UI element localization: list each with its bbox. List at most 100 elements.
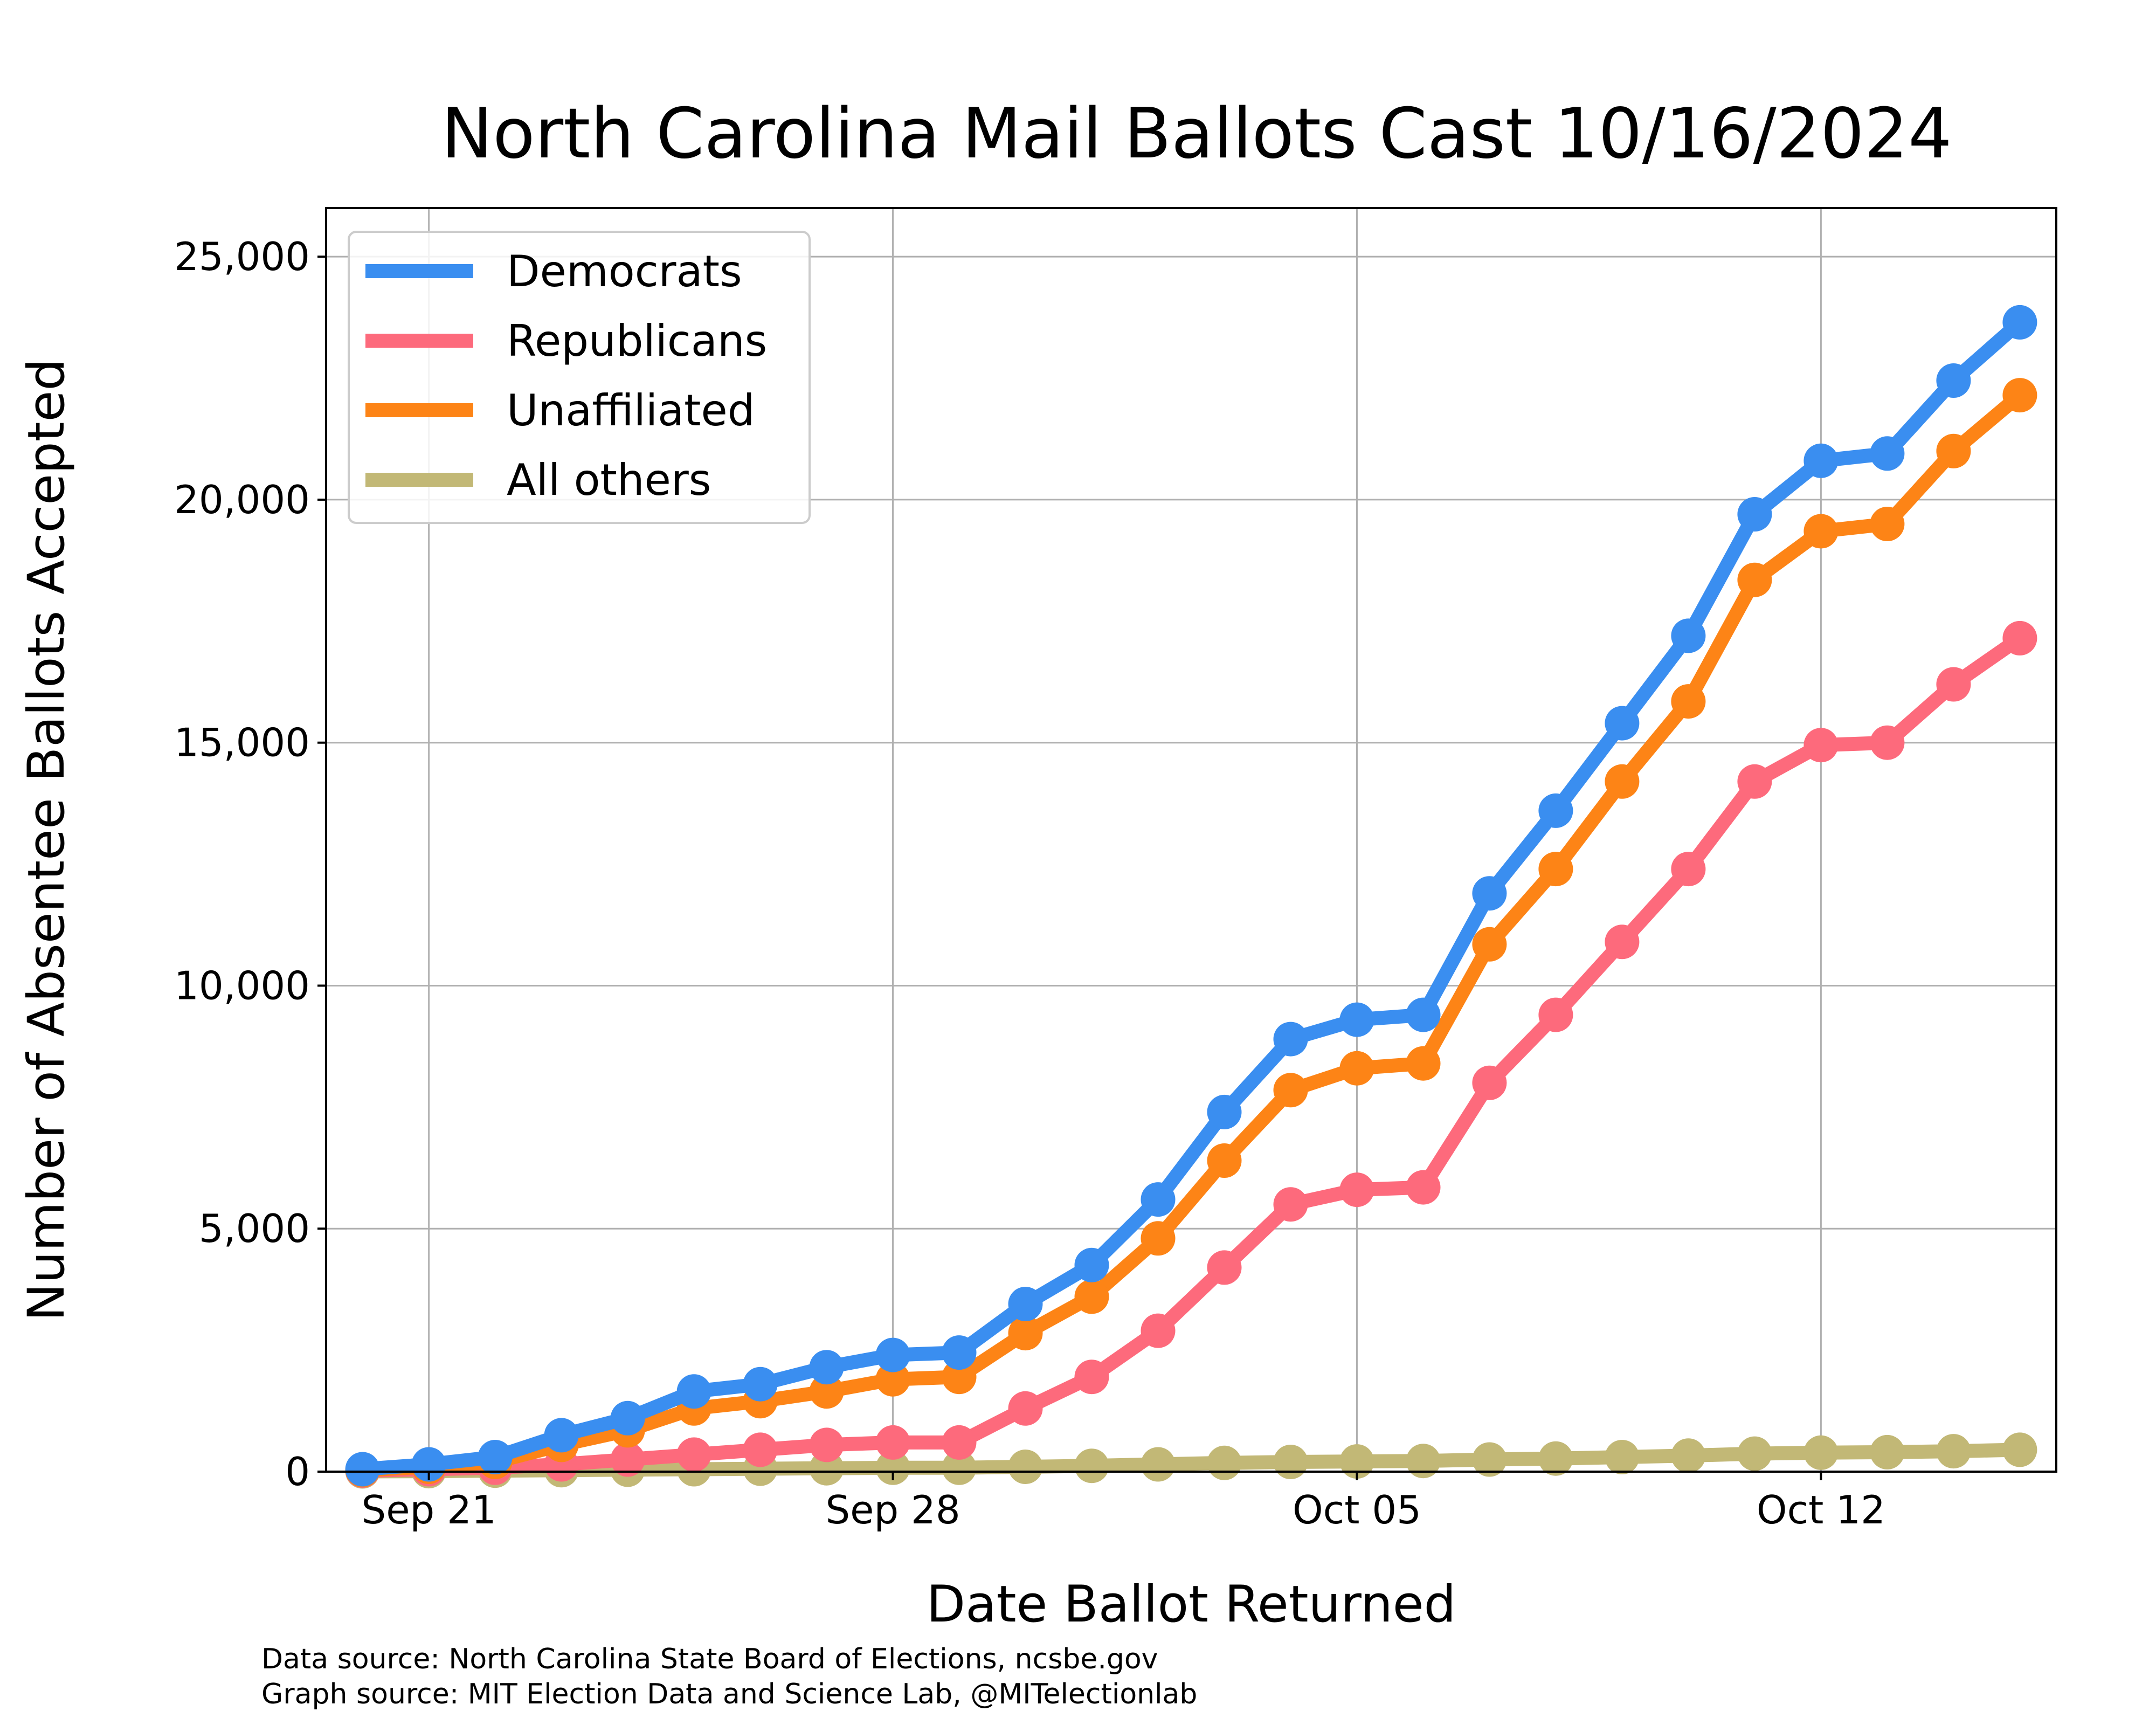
data-point-unaffiliated	[2002, 378, 2037, 413]
data-point-democrats	[1406, 997, 1441, 1032]
data-point-democrats	[544, 1418, 579, 1453]
y-tick-label: 5,000	[199, 1206, 310, 1251]
data-point-democrats	[1605, 706, 1640, 741]
data-point-unaffiliated	[1008, 1316, 1043, 1351]
data-point-all-others	[1936, 1434, 1971, 1469]
data-point-unaffiliated	[1074, 1279, 1109, 1314]
data-point-democrats	[809, 1350, 844, 1385]
data-point-democrats	[2002, 305, 2037, 340]
data-point-democrats	[411, 1447, 446, 1482]
data-point-unaffiliated	[1273, 1073, 1308, 1108]
data-point-all-others	[1406, 1444, 1441, 1479]
data-point-all-others	[2002, 1432, 2037, 1467]
data-point-republicans	[1008, 1391, 1043, 1426]
data-point-all-others	[1605, 1440, 1640, 1474]
data-point-republicans	[1273, 1187, 1308, 1222]
data-point-all-others	[1141, 1447, 1176, 1482]
data-point-unaffiliated	[875, 1362, 910, 1397]
legend-label: All others	[507, 455, 711, 505]
data-point-democrats	[1273, 1022, 1308, 1057]
data-point-democrats	[1803, 443, 1839, 478]
data-point-republicans	[743, 1432, 778, 1467]
x-tick-label: Oct 05	[1293, 1487, 1421, 1533]
data-point-democrats	[743, 1367, 778, 1402]
data-point-unaffiliated	[1141, 1221, 1176, 1256]
data-point-democrats	[1008, 1287, 1043, 1321]
legend-item-unaffiliated: Unaffiliated	[365, 385, 755, 436]
data-point-republicans	[875, 1425, 910, 1460]
series-unaffiliated	[345, 378, 2037, 1488]
legend: Democrats Republicans Unaffiliated All othe…	[348, 231, 811, 524]
data-point-republicans	[1671, 852, 1706, 887]
data-point-republicans	[809, 1427, 844, 1462]
data-point-unaffiliated	[1339, 1051, 1374, 1086]
data-point-republicans	[1936, 667, 1971, 702]
data-point-republicans	[1803, 728, 1839, 763]
data-point-democrats	[942, 1335, 977, 1370]
data-point-republicans	[1870, 725, 1905, 760]
data-point-all-others	[1671, 1438, 1706, 1473]
data-point-democrats	[1737, 497, 1772, 532]
data-point-unaffiliated	[1207, 1143, 1242, 1178]
axis-ticks: 0 5,000 10,000 15,000 20,000 25,000 Sep 21 Sep …	[174, 234, 1885, 1533]
data-point-all-others	[1273, 1445, 1308, 1479]
legend-box	[348, 231, 811, 524]
y-axis-label: Number of Absentee Ballots Accepted	[17, 358, 76, 1321]
data-point-republicans	[610, 1442, 645, 1477]
y-tick-label: 0	[285, 1449, 310, 1494]
data-point-unaffiliated	[1472, 927, 1507, 962]
series-republicans	[345, 620, 2037, 1488]
legend-label: Republicans	[507, 316, 767, 366]
data-point-democrats	[1472, 876, 1507, 911]
data-point-all-others	[1339, 1444, 1374, 1479]
data-point-unaffiliated	[1538, 852, 1573, 887]
y-tick-label: 25,000	[174, 234, 310, 279]
data-point-democrats	[1936, 363, 1971, 398]
x-tick-label: Oct 12	[1757, 1487, 1885, 1533]
y-tick-label: 10,000	[174, 963, 310, 1008]
data-point-all-others	[1737, 1436, 1772, 1471]
data-point-unaffiliated	[809, 1374, 844, 1409]
series-line-unaffiliated	[355, 388, 2027, 1478]
legend-item-democrats: Democrats	[365, 246, 742, 296]
data-point-republicans	[1406, 1170, 1441, 1205]
data-point-all-others	[942, 1450, 977, 1485]
data-point-republicans	[942, 1425, 977, 1460]
data-point-democrats	[676, 1374, 711, 1409]
legend-item-republicans: Republicans	[365, 316, 767, 366]
data-point-republicans	[676, 1437, 711, 1472]
data-point-all-others	[1870, 1434, 1905, 1469]
data-point-democrats	[1141, 1182, 1176, 1217]
data-point-democrats	[1538, 793, 1573, 828]
data-point-democrats	[1870, 436, 1905, 471]
data-point-all-others	[875, 1450, 910, 1485]
data-point-democrats	[478, 1440, 513, 1474]
x-tick-label: Sep 28	[825, 1487, 960, 1533]
data-point-democrats	[1339, 1002, 1374, 1037]
data-point-all-others	[1803, 1435, 1839, 1470]
data-point-republicans	[1339, 1172, 1374, 1208]
data-point-democrats	[1207, 1094, 1242, 1129]
data-point-republicans	[1141, 1313, 1176, 1348]
data-point-unaffiliated	[1870, 507, 1905, 541]
data-point-republicans	[1207, 1250, 1242, 1285]
data-point-unaffiliated	[942, 1360, 977, 1395]
chart-title: North Carolina Mail Ballots Cast 10/16/2…	[441, 94, 1952, 174]
legend-label: Democrats	[507, 246, 742, 296]
x-axis-label: Date Ballot Returned	[927, 1575, 1456, 1634]
data-point-republicans	[1538, 997, 1573, 1032]
legend-items: Democrats Republicans Unaffiliated All othe…	[365, 246, 767, 505]
data-point-democrats	[610, 1400, 645, 1436]
data-point-all-others	[1074, 1448, 1109, 1484]
data-point-democrats	[1671, 618, 1706, 653]
series-line-republicans	[355, 631, 2027, 1478]
series-democrats	[345, 305, 2037, 1487]
plot-frame	[325, 207, 2057, 1473]
data-point-republicans	[2002, 620, 2037, 656]
data-point-unaffiliated	[1737, 562, 1772, 597]
data-point-unaffiliated	[1406, 1046, 1441, 1081]
data-point-republicans	[1472, 1065, 1507, 1100]
graph-source-note: Graph source: MIT Election Data and Scie…	[261, 1678, 1197, 1710]
data-point-unaffiliated	[1605, 764, 1640, 799]
